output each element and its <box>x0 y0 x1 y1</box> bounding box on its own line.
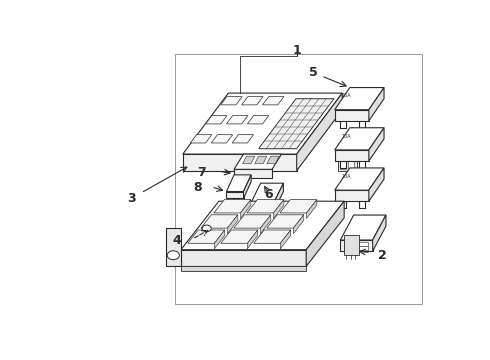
Bar <box>175 54 422 304</box>
Text: 2: 2 <box>378 249 387 262</box>
Polygon shape <box>247 116 269 124</box>
Polygon shape <box>221 230 258 243</box>
Polygon shape <box>254 230 291 243</box>
Polygon shape <box>283 205 312 221</box>
Polygon shape <box>335 128 384 150</box>
Polygon shape <box>190 135 212 143</box>
Polygon shape <box>369 128 384 161</box>
Text: 6: 6 <box>264 188 272 201</box>
Polygon shape <box>247 200 284 213</box>
Polygon shape <box>306 200 317 219</box>
Polygon shape <box>166 228 181 266</box>
Text: 15A: 15A <box>341 93 351 98</box>
Polygon shape <box>294 215 304 234</box>
Polygon shape <box>247 230 258 249</box>
Polygon shape <box>201 215 238 228</box>
Bar <box>341 159 346 169</box>
Bar <box>344 242 355 246</box>
Bar <box>358 242 368 246</box>
Bar <box>348 159 354 169</box>
Polygon shape <box>181 201 344 250</box>
Polygon shape <box>263 96 284 105</box>
Polygon shape <box>243 156 255 164</box>
Polygon shape <box>335 168 384 190</box>
Polygon shape <box>188 230 225 243</box>
Polygon shape <box>183 154 297 171</box>
Polygon shape <box>341 240 372 251</box>
Polygon shape <box>234 169 272 177</box>
Polygon shape <box>267 156 279 164</box>
Text: 7: 7 <box>197 166 206 179</box>
Bar <box>344 246 355 250</box>
Polygon shape <box>211 135 233 143</box>
Polygon shape <box>283 221 304 228</box>
Polygon shape <box>214 200 251 213</box>
Polygon shape <box>267 215 304 228</box>
Polygon shape <box>227 215 238 234</box>
Polygon shape <box>234 215 271 228</box>
Polygon shape <box>244 175 251 198</box>
Circle shape <box>202 225 211 232</box>
Polygon shape <box>181 250 306 266</box>
Text: 8: 8 <box>194 181 202 194</box>
Polygon shape <box>274 183 283 211</box>
Polygon shape <box>234 154 281 169</box>
Polygon shape <box>280 230 291 249</box>
Polygon shape <box>341 215 386 240</box>
Polygon shape <box>255 156 267 164</box>
Polygon shape <box>242 96 263 105</box>
Polygon shape <box>339 157 358 171</box>
Text: 3: 3 <box>127 192 136 205</box>
Polygon shape <box>304 205 312 228</box>
Polygon shape <box>206 116 227 124</box>
Polygon shape <box>260 215 271 234</box>
Polygon shape <box>280 200 317 213</box>
Circle shape <box>167 251 179 260</box>
Polygon shape <box>232 135 253 143</box>
Polygon shape <box>297 93 342 171</box>
Polygon shape <box>259 99 334 149</box>
Polygon shape <box>214 230 225 249</box>
Bar <box>358 246 368 250</box>
Polygon shape <box>226 116 248 124</box>
Polygon shape <box>226 175 251 192</box>
Polygon shape <box>226 192 244 198</box>
Polygon shape <box>241 200 251 219</box>
Polygon shape <box>251 203 274 211</box>
Polygon shape <box>369 87 384 121</box>
Polygon shape <box>273 200 284 219</box>
Text: 5: 5 <box>309 66 318 79</box>
Polygon shape <box>181 266 306 270</box>
Polygon shape <box>251 183 283 203</box>
Text: 4: 4 <box>172 234 181 247</box>
Polygon shape <box>183 93 342 154</box>
Polygon shape <box>335 150 369 161</box>
Polygon shape <box>344 235 359 255</box>
Polygon shape <box>372 215 386 251</box>
Polygon shape <box>369 168 384 201</box>
Polygon shape <box>335 110 369 121</box>
Text: 1: 1 <box>293 44 301 57</box>
Text: 10A: 10A <box>341 174 351 179</box>
Polygon shape <box>335 87 384 110</box>
Polygon shape <box>335 190 369 201</box>
Polygon shape <box>220 96 242 105</box>
Text: 10A: 10A <box>341 134 351 139</box>
Polygon shape <box>306 201 344 266</box>
